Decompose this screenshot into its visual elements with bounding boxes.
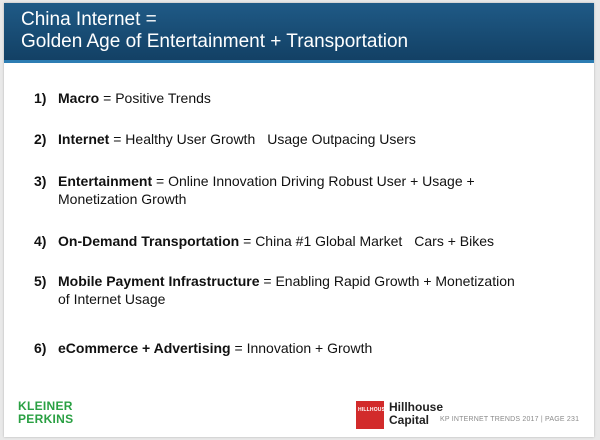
item-heading: Mobile Payment Infrastructure bbox=[58, 273, 260, 289]
item-text: = Healthy User Growth bbox=[109, 131, 256, 147]
item-text: = Online Innovation Driving Robust User … bbox=[152, 173, 475, 189]
list-item: 6) eCommerce + Advertising = Innovation +… bbox=[34, 339, 372, 357]
item-extra-text: Usage Outpacing Users bbox=[267, 131, 416, 147]
item-number: 4) bbox=[34, 233, 47, 249]
item-heading: On-Demand Transportation bbox=[58, 233, 240, 249]
header-stripe bbox=[4, 60, 594, 63]
item-text: = China #1 Global Market bbox=[239, 233, 403, 249]
list-item: 2) Internet = Healthy User Growth Usage Ou… bbox=[34, 130, 416, 148]
list-item: 4) On-Demand Transportation = China #1 Gl… bbox=[34, 232, 494, 250]
item-number: 2) bbox=[34, 131, 47, 147]
item-text: = Enabling Rapid Growth + Monetization bbox=[259, 273, 515, 289]
item-continuation: Monetization Growth bbox=[58, 191, 187, 207]
list-item: 3) Entertainment = Online Innovation Driv… bbox=[34, 172, 475, 208]
item-heading: Macro bbox=[58, 90, 100, 106]
item-text: = Positive Trends bbox=[99, 90, 211, 106]
item-text: = Innovation + Growth bbox=[230, 340, 373, 356]
item-number: 3) bbox=[34, 173, 47, 189]
hillhouse-logo-text: HILLHOUSE bbox=[358, 407, 389, 413]
item-number: 1) bbox=[34, 90, 47, 106]
item-extra-text: Cars + Bikes bbox=[414, 233, 495, 249]
kp-logo-line-1: KLEINER bbox=[18, 399, 73, 413]
item-heading: Entertainment bbox=[58, 173, 153, 189]
item-continuation: of Internet Usage bbox=[58, 291, 166, 307]
slide-header: China Internet = Golden Age of Entertain… bbox=[4, 3, 594, 63]
slide: China Internet = Golden Age of Entertain… bbox=[4, 3, 594, 437]
source-and-page-number: KP INTERNET TRENDS 2017 | PAGE 231 bbox=[440, 416, 580, 423]
hillhouse-name-line-1: Hillhouse bbox=[389, 400, 444, 414]
hillhouse-logo-icon: HILLHOUSE bbox=[356, 401, 389, 429]
kp-logo-line-2: PERKINS bbox=[18, 412, 74, 426]
list-item: 1) Macro = Positive Trends bbox=[34, 89, 211, 107]
item-number: 6) bbox=[34, 340, 47, 356]
hillhouse-capital-name: Hillhouse Capital bbox=[389, 401, 443, 427]
item-number: 5) bbox=[34, 273, 47, 289]
list-item: 5) Mobile Payment Infrastructure = Enabli… bbox=[34, 272, 515, 308]
title-line-2: Golden Age of Entertainment + Transporta… bbox=[21, 31, 409, 52]
hillhouse-name-line-2: Capital bbox=[389, 413, 430, 427]
title-line-1: China Internet = bbox=[21, 9, 157, 30]
item-heading: eCommerce + Advertising bbox=[58, 340, 231, 356]
slide-title: China Internet = Golden Age of Entertain… bbox=[21, 9, 408, 53]
kleiner-perkins-logo: KLEINER PERKINS bbox=[18, 400, 73, 426]
item-heading: Internet bbox=[58, 131, 110, 147]
